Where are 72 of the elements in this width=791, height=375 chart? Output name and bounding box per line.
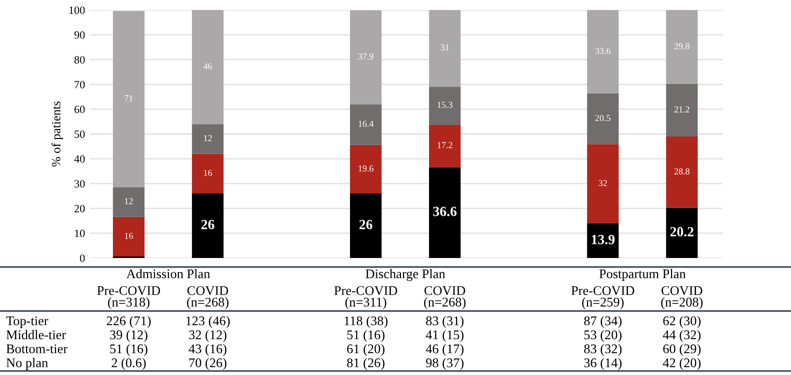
data-label: 16 [125,232,133,239]
y-tick-label: 30 [74,180,85,188]
x-tick-label: Pre-COVID (n=318) [97,286,160,310]
x-tick-label: COVID (n=268) [187,286,228,310]
text: 46 (17) [426,344,464,356]
y-tick-label: 50 [74,130,85,138]
data-label: 26 [359,220,372,230]
text: 41 (15) [426,330,464,342]
text: 36 (14) [584,358,622,370]
text: 44 (32) [662,330,701,342]
data-label: 21.2 [674,106,690,112]
text: 53 (20) [584,330,622,342]
y-tick-label: 10 [75,230,85,238]
text: 81 (26) [347,358,384,370]
text: 42 (20) [662,358,701,370]
data-label: 20.5 [595,114,610,122]
data-label: 71 [124,95,133,102]
data-label: 15.3 [438,102,452,108]
text: 83 (32) [584,344,622,356]
text: 118 (38) [344,316,388,328]
text: 87 (34) [584,316,622,328]
data-label: 46 [203,63,212,70]
y-tick-label: 100 [69,6,85,14]
data-label: 37.9 [358,53,374,60]
data-label: 17.2 [438,142,452,148]
text: No plan [6,358,48,370]
y-tick-label: 60 [74,106,85,114]
data-label: 33.6 [595,48,611,54]
data-label: 12 [125,198,133,204]
text: 39 (12) [110,330,148,342]
data-label: 28.8 [674,168,690,174]
y-tick-label: 40 [74,155,85,163]
text: Bottom-tier [6,344,68,354]
text: 61 (20) [347,344,384,356]
data-label: 19.6 [358,165,374,172]
text: 123 (46) [186,316,230,328]
text: 51 (16) [110,344,148,356]
y-tick-label: 20 [74,204,85,212]
text: 32 (12) [189,330,226,342]
text: 51 (16) [347,330,384,342]
text: Discharge Plan [366,269,446,281]
text: Top-tier [6,316,48,328]
text: 62 (30) [663,316,701,328]
x-tick-label: Pre-COVID (n=259) [571,286,634,310]
text: Admission Plan [126,269,210,278]
y-tick-label: 80 [74,56,85,64]
x-tick-label: Pre-COVID (n=311) [334,286,398,310]
text: 43 (16) [188,344,226,356]
text: 60 (29) [663,344,701,356]
text: 70 (26) [189,358,226,370]
y-axis-title: % of patients [51,101,63,167]
data-label: 31 [440,44,449,50]
data-label: 20.2 [670,227,694,236]
text: 83 (31) [426,316,464,328]
data-label: 13.9 [592,234,615,244]
data-label: 36.6 [433,206,457,216]
data-label: 16 [204,170,212,176]
data-label: 12 [204,135,212,142]
y-tick-label: 0 [80,254,85,262]
x-tick-label: COVID (n=268) [424,286,466,310]
data-label: 16.4 [358,120,374,127]
text: Postpartum Plan [599,269,686,281]
data-label: 29.8 [674,43,690,50]
text: Middle-tier [6,330,66,340]
data-label: 26 [201,220,214,230]
y-tick-label: 70 [74,80,85,88]
x-tick-label: COVID (n=208) [661,286,703,310]
data-label: 32 [598,180,607,186]
y-tick-label: 90 [74,31,85,39]
text: 2 (0.6) [112,358,146,370]
text: 98 (37) [426,358,464,370]
text: 226 (71) [106,316,151,328]
